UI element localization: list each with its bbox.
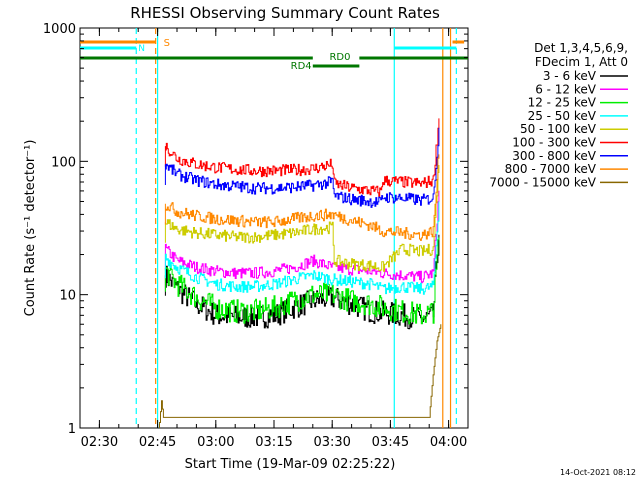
legend-label: 800 - 7000 keV (505, 162, 597, 176)
vertical-marker-lines (135, 28, 457, 428)
x-tick-label: 03:30 (313, 435, 350, 450)
y-axis-label: Count Rate (s⁻¹ detector⁻¹) (23, 140, 38, 317)
state-label-rd4: RD4 (291, 61, 312, 72)
x-tick-label: 02:30 (81, 435, 118, 450)
footer-date: 14-Oct-2021 08:12 (560, 468, 636, 477)
y-tick-label: 1 (68, 422, 76, 437)
series-line (164, 165, 440, 272)
legend-label: 7000 - 15000 keV (489, 175, 596, 189)
state-label-n: N (138, 44, 145, 54)
legend-label: 100 - 300 keV (512, 136, 596, 150)
legend-label: 300 - 800 keV (512, 149, 596, 163)
series-group (159, 118, 442, 428)
series-line (164, 190, 440, 284)
legend-label: 50 - 100 keV (520, 122, 597, 136)
x-tick-label: 03:15 (255, 435, 292, 450)
state-bars: S N RD0 RD4 (80, 38, 468, 72)
series-line (164, 127, 440, 208)
state-label-s: S (164, 38, 170, 49)
y-tick-label: 1000 (43, 22, 76, 37)
legend-label: 6 - 12 keV (535, 82, 597, 96)
legend-label: 3 - 6 keV (543, 69, 597, 83)
plot-frame (79, 27, 469, 429)
plot-area (79, 27, 469, 429)
x-axis-label: Start Time (19-Mar-09 02:25:22) (185, 457, 396, 472)
legend-header-line-1: Det 1,3,4,5,6,9, (534, 41, 628, 55)
y-tick-label: 10 (59, 289, 76, 304)
series-line (164, 237, 440, 325)
x-axis-ticks: 02:30 02:45 03:00 03:15 03:30 03:45 04:00 (79, 28, 469, 450)
x-tick-label: 03:45 (372, 435, 409, 450)
legend-header-line-2: FDecim 1, Att 0 (535, 55, 628, 69)
chart-title: RHESSI Observing Summary Count Rates (130, 4, 440, 22)
series-line (164, 154, 440, 241)
x-tick-label: 02:45 (139, 435, 176, 450)
series-line (159, 324, 442, 428)
series-line (164, 118, 440, 197)
legend-label: 25 - 50 keV (528, 109, 597, 123)
legend: Det 1,3,4,5,6,9, FDecim 1, Att 0 3 - 6 k… (489, 41, 628, 189)
state-label-rd0: RD0 (329, 52, 350, 63)
x-tick-label: 04:00 (430, 435, 467, 450)
y-axis-ticks: 1 10 100 1000 (43, 22, 468, 437)
legend-label: 12 - 25 keV (528, 96, 597, 110)
x-tick-label: 03:00 (197, 435, 234, 450)
series-line (164, 201, 440, 295)
y-tick-label: 100 (51, 155, 76, 170)
